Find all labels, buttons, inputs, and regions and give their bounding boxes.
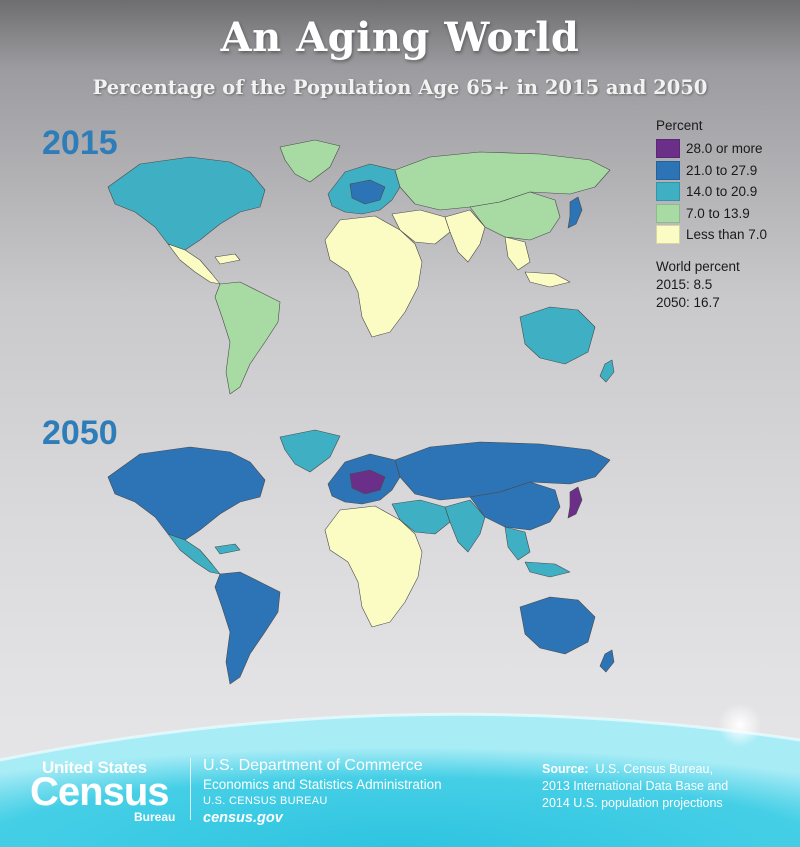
world-map-2015 [107, 139, 615, 395]
page-title: An Aging World [220, 14, 580, 61]
region-south-asia [444, 209, 486, 263]
logo-census: Census [30, 770, 169, 814]
legend-label: 7.0 to 13.9 [686, 205, 750, 221]
region-southeast-asia [504, 236, 571, 288]
region-africa [324, 505, 423, 628]
legend-swatch [656, 139, 680, 159]
source-line3: 2014 U.S. population projections [542, 796, 723, 810]
department-block: U.S. Department of Commerce Economics an… [203, 756, 442, 827]
map-legend: Percent 28.0 or more 21.0 to 27.9 14.0 t… [656, 118, 786, 312]
world-percent-2015: 2015: 8.5 [656, 276, 713, 292]
legend-label: 28.0 or more [686, 141, 763, 157]
legend-swatch [656, 182, 680, 202]
legend-item: 21.0 to 27.9 [656, 160, 786, 182]
legend-swatch [656, 203, 680, 223]
legend-label: 14.0 to 20.9 [686, 184, 758, 200]
census-logo: United States Census Bureau [30, 758, 180, 828]
earth-horizon [0, 703, 800, 847]
region-new-zealand [599, 649, 615, 673]
legend-swatch [656, 225, 680, 245]
world-map-2050 [107, 429, 615, 685]
region-japan [567, 196, 583, 229]
region-central-america-caribbean [167, 243, 241, 285]
source-label: Source: [542, 762, 589, 776]
source-line2: 2013 International Data Base and [542, 779, 729, 793]
dept-census-bureau: U.S. CENSUS BUREAU [203, 795, 328, 807]
legend-label: Less than 7.0 [686, 227, 768, 243]
census-gov-link[interactable]: census.gov [203, 810, 283, 826]
legend-item: 14.0 to 20.9 [656, 181, 786, 203]
region-australia [519, 596, 596, 655]
world-percent-2050: 2050: 16.7 [656, 294, 720, 310]
legend-title: Percent [656, 118, 703, 133]
source-note: Source: U.S. Census Bureau, 2013 Interna… [542, 761, 782, 812]
map-year-label-2050: 2050 [42, 414, 118, 452]
region-new-zealand [599, 359, 615, 383]
region-southeast-asia [504, 526, 571, 578]
region-japan [567, 486, 583, 519]
region-australia [519, 306, 596, 365]
legend-item: Less than 7.0 [656, 224, 786, 246]
dept-esa: Economics and Statistics Administration [203, 777, 442, 792]
world-percent: World percent 2015: 8.5 2050: 16.7 [656, 258, 786, 312]
region-greenland [279, 429, 341, 473]
region-central-europe [349, 179, 386, 205]
page-subtitle: Percentage of the Population Age 65+ in … [92, 76, 708, 99]
map-year-label-2015: 2015 [42, 124, 118, 162]
legend-swatch [656, 160, 680, 180]
region-north-america [107, 156, 266, 251]
region-china [469, 481, 561, 531]
region-russia-central-asia [394, 151, 611, 211]
source-line1: U.S. Census Bureau, [595, 762, 713, 776]
region-russia-central-asia [394, 441, 611, 501]
world-percent-title: World percent [656, 258, 740, 274]
region-south-america [214, 281, 281, 395]
region-greenland [279, 139, 341, 183]
sun-flare [718, 703, 762, 747]
region-africa [324, 215, 423, 338]
legend-item: 7.0 to 13.9 [656, 203, 786, 225]
dept-commerce: U.S. Department of Commerce [203, 757, 423, 774]
region-china [469, 191, 561, 241]
legend-item: 28.0 or more [656, 138, 786, 160]
logo-united-states: United States [42, 758, 147, 777]
region-north-america [107, 446, 266, 541]
region-south-america [214, 571, 281, 685]
region-central-europe [349, 469, 386, 495]
legend-label: 21.0 to 27.9 [686, 162, 758, 178]
region-central-america-caribbean [167, 533, 241, 575]
logo-bureau: Bureau [134, 810, 176, 824]
region-south-asia [444, 499, 486, 553]
footer-divider [190, 758, 191, 820]
